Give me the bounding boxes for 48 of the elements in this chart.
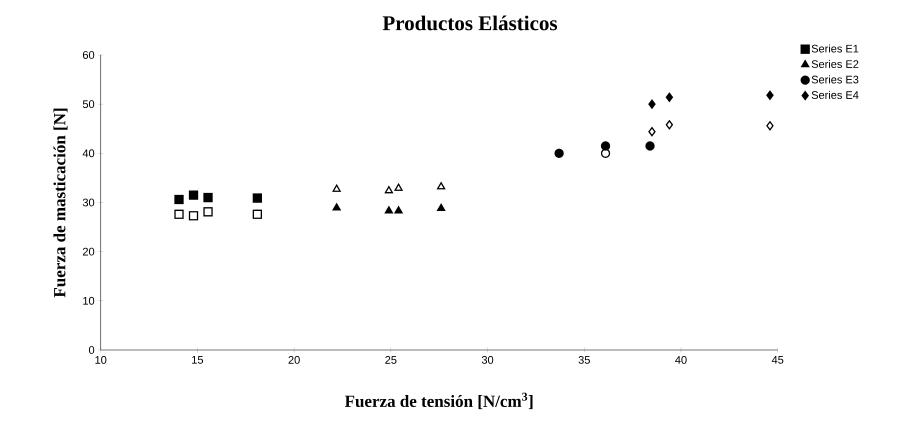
point — [600, 148, 610, 158]
point — [666, 92, 674, 102]
point — [437, 182, 446, 190]
point — [766, 90, 774, 100]
point — [188, 190, 198, 200]
y-tick-label: 10 — [83, 296, 94, 305]
point — [666, 120, 674, 130]
point — [203, 192, 213, 202]
point — [437, 204, 446, 212]
x-tick-label: 40 — [675, 356, 687, 364]
x-tick-label: 20 — [288, 356, 300, 364]
point — [766, 121, 774, 130]
x-tick-label: 10 — [95, 356, 106, 364]
x-axis-title: Fuerza de tensión [N/cm$^{3}$] — [344, 392, 533, 410]
point — [203, 207, 213, 216]
point — [648, 100, 656, 109]
y-tick-label: 0 — [88, 346, 94, 354]
x-tick-label: 30 — [482, 356, 494, 364]
y-tick-label: 20 — [82, 248, 94, 256]
point — [394, 206, 403, 214]
point — [384, 186, 394, 194]
chart-title: Productos Elásticos — [382, 16, 558, 30]
point — [394, 184, 403, 191]
point — [174, 210, 184, 219]
x-tick-label: 25 — [385, 356, 396, 364]
point — [252, 210, 262, 219]
point — [600, 141, 610, 151]
x-tick-label: 15 — [192, 356, 204, 364]
point — [252, 193, 262, 203]
legend-label: Series E2 — [812, 60, 858, 68]
y-tick-label: 40 — [82, 149, 94, 158]
legend-label: Series E3 — [812, 75, 858, 84]
point — [332, 184, 341, 192]
x-tick-label: 45 — [772, 356, 784, 364]
y-tick-label: 60 — [82, 51, 94, 59]
y-axis-title: Fuerza de masticación [N] — [53, 108, 68, 298]
point — [332, 203, 341, 211]
point — [174, 194, 184, 204]
y-tick-label: 50 — [82, 100, 94, 108]
legend-label: Series E1 — [812, 44, 858, 53]
point — [554, 148, 564, 158]
y-tick-label: 30 — [82, 198, 94, 206]
point — [384, 206, 394, 214]
legend-label: Series E4 — [812, 90, 859, 99]
point — [188, 211, 198, 220]
point — [648, 127, 656, 136]
x-tick-label: 35 — [578, 356, 590, 364]
point — [645, 141, 655, 151]
